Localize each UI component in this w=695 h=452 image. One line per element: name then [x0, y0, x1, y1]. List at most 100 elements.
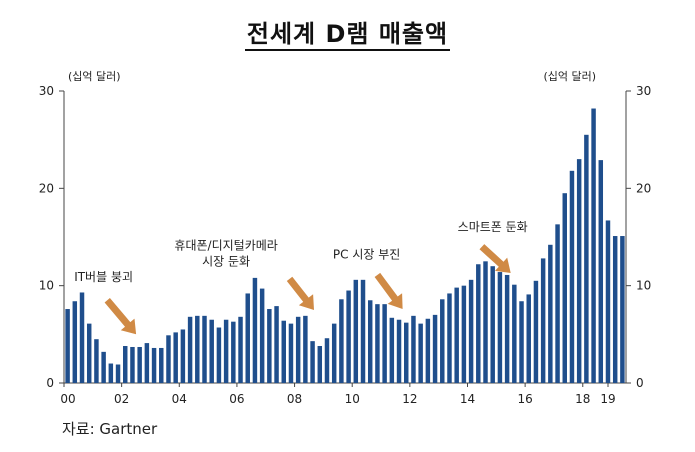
bar: [620, 236, 625, 383]
x-tick-label: 12: [402, 392, 417, 406]
bar: [519, 301, 524, 383]
bar: [476, 264, 481, 383]
annotation-arrow: [479, 244, 511, 273]
bar: [396, 319, 402, 383]
bar: [324, 338, 330, 383]
bar: [317, 346, 323, 383]
bar: [490, 266, 495, 383]
x-tick-label: 08: [287, 392, 302, 406]
bar: [274, 306, 279, 383]
bar: [548, 244, 553, 383]
bar: [245, 293, 250, 383]
x-tick-label: 19: [600, 392, 615, 406]
bar: [418, 323, 423, 383]
y-tick-label-left: 30: [39, 84, 54, 98]
y-axis-unit-right: (십억 달러): [543, 70, 596, 83]
bar: [238, 316, 243, 383]
bar-series: [65, 108, 625, 384]
x-tick-label: 02: [114, 392, 129, 406]
bar: [447, 293, 452, 383]
y-tick-label-left: 20: [39, 181, 54, 195]
bar: [432, 314, 438, 383]
bar: [331, 323, 337, 383]
annotation-label: IT버블 붕괴: [74, 270, 133, 284]
bar: [504, 274, 510, 383]
bar: [584, 134, 589, 383]
annotation-arrow: [286, 276, 314, 310]
bar: [288, 323, 294, 383]
bar: [339, 299, 344, 383]
axes: 0 0 10 10 20 20 30 30 (십억 달러) (십억 달러): [39, 70, 652, 390]
bar: [440, 299, 445, 383]
bar: [137, 346, 142, 383]
bar: [216, 327, 222, 383]
bar: [259, 288, 265, 383]
bar: [115, 364, 121, 383]
bar: [562, 193, 567, 383]
bar: [144, 343, 150, 383]
x-tick-label: 18: [575, 392, 590, 406]
bar: [86, 323, 92, 383]
x-tick-label: 14: [460, 392, 475, 406]
bar: [526, 294, 531, 383]
y-axis-unit-left: (십억 달러): [68, 70, 121, 83]
annotation-arrow: [104, 298, 137, 335]
y-tick-label-right: 20: [636, 181, 651, 195]
annotation-label: 스마트폰 둔화: [458, 220, 528, 234]
bar: [497, 272, 503, 383]
source-note: 자료: Gartner: [62, 420, 158, 438]
bar: [360, 279, 366, 383]
x-tick-label: 06: [229, 392, 244, 406]
chart-title: 전세계 D램 매출액: [0, 14, 695, 51]
bar: [159, 347, 164, 383]
bar: [375, 304, 380, 383]
annotation-label: PC 시장 부진: [333, 247, 400, 261]
bar: [65, 309, 70, 383]
bar: [533, 280, 539, 383]
bar: [569, 170, 575, 383]
bar: [555, 224, 560, 383]
y-tick-label-right: 0: [636, 376, 644, 390]
bar: [468, 279, 474, 383]
bar: [151, 347, 157, 383]
bar: [540, 258, 546, 383]
annotation-label: 시장 둔화: [202, 255, 250, 269]
bar: [425, 318, 431, 383]
x-tick-label: 04: [172, 392, 187, 406]
bar: [461, 285, 467, 383]
bar: [295, 316, 301, 383]
bar: [576, 159, 582, 383]
annotation-label: 휴대폰/디지털카메라: [174, 239, 277, 253]
bar: [180, 329, 186, 383]
bar: [94, 339, 99, 383]
bar: [303, 315, 308, 383]
bar: [108, 363, 114, 383]
bar: [281, 320, 286, 383]
bar: [130, 346, 135, 383]
bar: [252, 277, 258, 383]
bar: [187, 316, 193, 383]
bar: [483, 261, 488, 383]
bar: [209, 319, 214, 383]
y-tick-label-left: 10: [39, 279, 54, 293]
bar: [231, 321, 236, 383]
bar: [605, 220, 611, 383]
x-tick-label: 10: [345, 392, 360, 406]
bar: [101, 351, 106, 383]
bar: [512, 284, 517, 383]
y-tick-label-right: 10: [636, 279, 651, 293]
bar: [389, 317, 395, 383]
y-tick-label-left: 0: [46, 376, 54, 390]
bar: [223, 319, 229, 383]
x-tick-label: 00: [60, 392, 75, 406]
bar: [598, 160, 604, 383]
bar: [612, 236, 618, 383]
bar: [202, 315, 207, 383]
bar: [72, 301, 78, 383]
bar: [353, 279, 359, 383]
bar: [591, 108, 596, 384]
bar: [454, 287, 459, 383]
y-tick-label-right: 30: [636, 84, 651, 98]
